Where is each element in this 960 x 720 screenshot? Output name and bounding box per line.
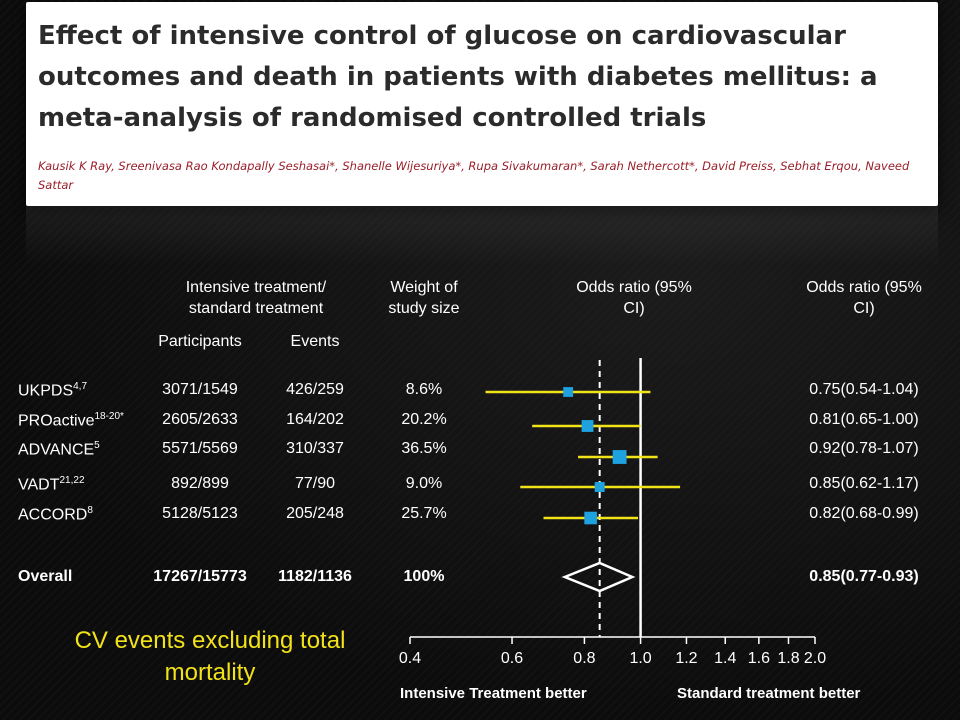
events-cell: 426/259	[286, 381, 344, 398]
overall-diamond	[561, 561, 636, 593]
footer-right-label: Standard treatment better	[677, 685, 861, 702]
point-estimate-ukpds	[563, 387, 574, 397]
events-cell: 310/337	[286, 440, 344, 457]
study-name-ukpds: UKPDS4,7	[18, 381, 88, 400]
weight-cell: 20.2%	[401, 411, 447, 428]
paper-authors: Kausik K Ray, Sreenivasa Rao Kondapally …	[38, 159, 910, 192]
x-tick-label: 1.2	[675, 650, 697, 667]
x-tick-label: 1.6	[748, 650, 770, 667]
point-estimate-proactive	[581, 420, 594, 432]
paper-title: Effect of intensive control of glucose o…	[38, 21, 878, 133]
or-text-header: Odds ratio (95% CI)	[806, 279, 922, 317]
overall-weight: 100%	[403, 568, 445, 585]
overall-participants: 17267/15773	[153, 568, 247, 585]
or-text-cell: 0.81(0.65-1.00)	[809, 411, 919, 428]
participants-cell: 3071/1549	[162, 381, 238, 398]
or-text-cell: 0.92(0.78-1.07)	[809, 440, 919, 457]
weight-cell: 8.6%	[405, 381, 443, 398]
x-tick-label: 0.8	[573, 650, 595, 667]
footer-left-label: Intensive Treatment better	[400, 685, 587, 702]
paper-header-card: Effect of intensive control of glucose o…	[26, 2, 938, 206]
or-text-cell: 0.75(0.54-1.04)	[809, 381, 919, 398]
participants-cell: 5128/5123	[162, 505, 238, 522]
x-tick-label: 0.6	[501, 650, 523, 667]
weight-header: Weight of study size	[388, 279, 460, 317]
events-cell: 164/202	[286, 411, 344, 428]
weight-cell: 9.0%	[405, 475, 443, 492]
plot-caption: CV events excluding total mortality	[74, 627, 346, 686]
events-header: Events	[290, 333, 340, 350]
study-name-proactive: PROactive18-20*	[18, 411, 124, 430]
card-reflection	[26, 206, 938, 266]
point-estimate-accord	[584, 511, 597, 525]
x-tick-label: 2.0	[804, 650, 826, 667]
or-text-cell: 0.82(0.68-0.99)	[809, 505, 919, 522]
or-text-cell: 0.85(0.62-1.17)	[809, 475, 919, 492]
x-tick-label: 1.4	[714, 650, 736, 667]
events-cell: 77/90	[294, 475, 336, 492]
x-tick-label: 1.0	[629, 650, 651, 667]
point-estimate-vadt	[594, 482, 605, 492]
participants-cell: 2605/2633	[162, 411, 238, 428]
study-name-accord: ACCORD8	[18, 505, 93, 524]
or-plot-header: Odds ratio (95% CI)	[576, 279, 692, 317]
events-cell: 205/248	[286, 505, 344, 522]
weight-cell: 25.7%	[401, 505, 447, 522]
study-name-advance: ADVANCE5	[18, 440, 100, 459]
group-header: Intensive treatment/ standard treatment	[185, 279, 327, 317]
overall-events: 1182/1136	[278, 568, 352, 585]
participants-cell: 892/899	[171, 475, 229, 492]
weight-cell: 36.5%	[401, 440, 447, 457]
participants-header: Participants	[158, 333, 242, 350]
x-tick-label: 0.4	[399, 650, 421, 667]
overall-label: Overall	[18, 568, 73, 585]
x-tick-label: 1.8	[777, 650, 799, 667]
study-name-vadt: VADT21,22	[18, 475, 85, 494]
participants-cell: 5571/5569	[162, 440, 238, 457]
point-estimate-advance	[612, 450, 627, 464]
overall-or-text: 0.85(0.77-0.93)	[809, 568, 919, 585]
